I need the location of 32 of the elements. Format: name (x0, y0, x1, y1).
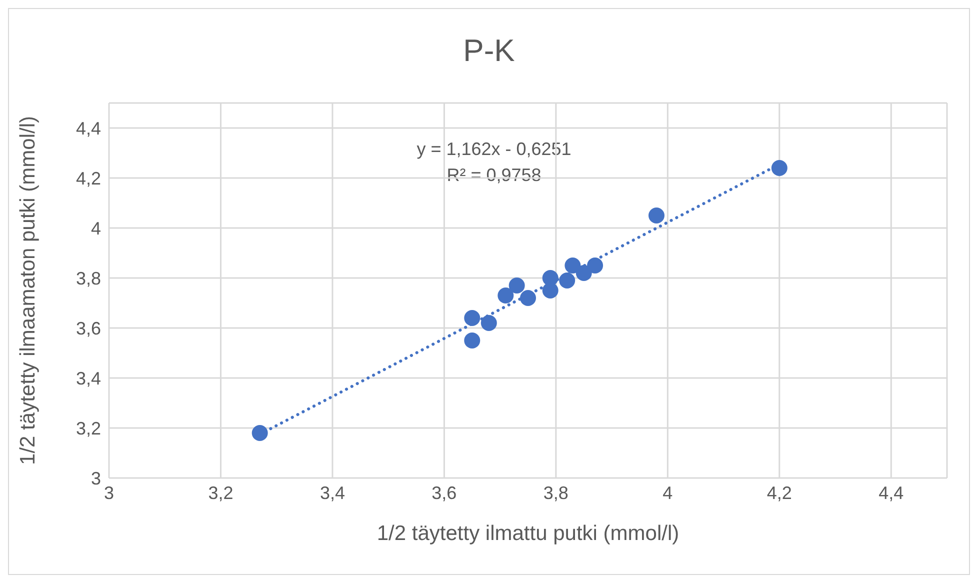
x-tick-label: 3,6 (432, 482, 457, 503)
y-tick-label: 3 (90, 468, 101, 488)
point (252, 425, 268, 441)
y-tick-label: 3,8 (76, 268, 101, 288)
point (559, 272, 576, 288)
x-tick-label: 4,4 (878, 482, 904, 503)
point (508, 278, 525, 294)
x-tick-label: 4,2 (766, 482, 792, 503)
y-tick-label: 4 (90, 218, 101, 238)
y-tick-label: 3,6 (76, 318, 101, 338)
point (771, 160, 788, 176)
point (648, 208, 664, 224)
point (520, 290, 536, 306)
x-tick-label: 3 (104, 482, 114, 503)
point (542, 270, 558, 286)
y-tick-label: 3,4 (76, 368, 101, 388)
x-tick-label: 4 (662, 482, 673, 503)
point (498, 288, 514, 304)
x-axis-title: 1/2 täytetty ilmattu putki (mmol/l) (376, 522, 680, 545)
annotation: y = 1,162x - 0,6251 (416, 139, 572, 160)
x-tick-label: 3,8 (543, 482, 568, 503)
y-tick-label: 3,2 (76, 418, 101, 438)
point (480, 315, 497, 331)
chart-title: P-K (462, 33, 516, 69)
y-axis-title: 1/2 täytetty ilmaamaton putki (mmol/l) (16, 116, 40, 465)
y-tick-label: 4,4 (76, 118, 101, 138)
point (464, 310, 480, 326)
point (464, 332, 480, 348)
y-tick-label: 4,2 (76, 168, 101, 188)
x-tick-label: 3,2 (208, 482, 234, 503)
x-tick-label: 3,4 (320, 482, 345, 503)
point (587, 258, 604, 274)
